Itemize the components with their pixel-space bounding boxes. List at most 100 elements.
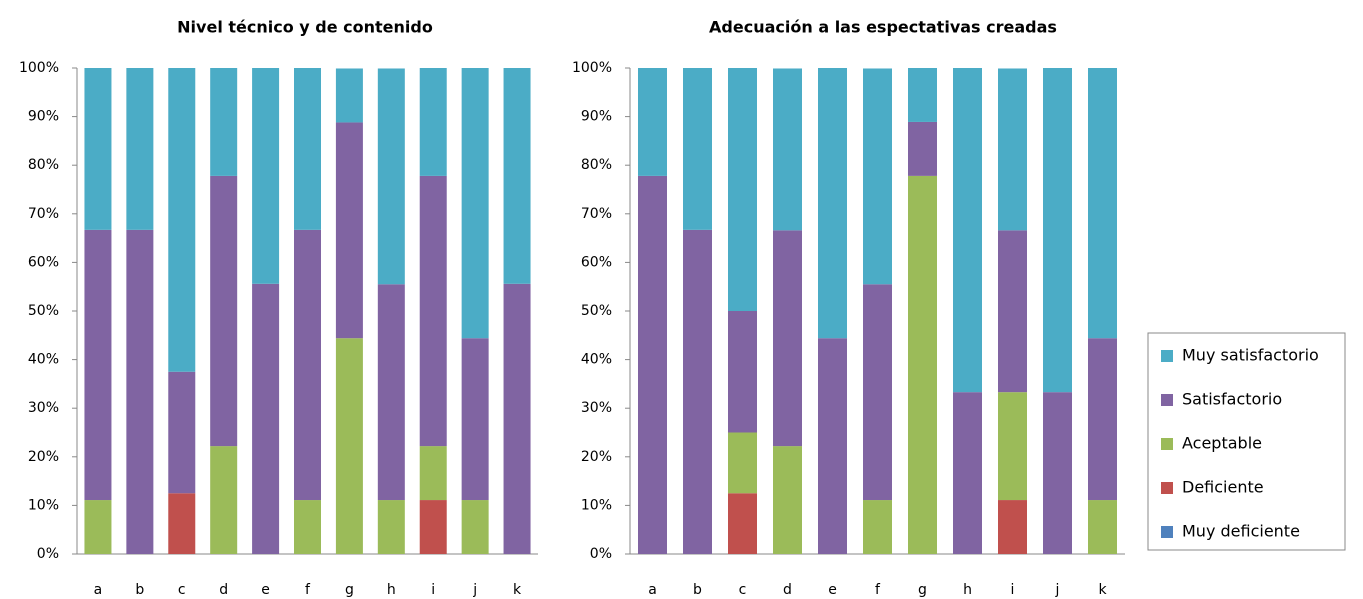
x-tick-label: g <box>918 582 927 598</box>
bar-segment <box>210 446 238 554</box>
x-tick-label: a <box>648 582 657 598</box>
x-tick-label: f <box>305 582 311 598</box>
y-tick-label: 80% <box>28 157 59 173</box>
x-tick-label: e <box>261 582 270 598</box>
bar-segment <box>908 68 937 122</box>
bar-segment <box>728 493 757 554</box>
bar-segment <box>953 392 982 554</box>
y-tick-label: 90% <box>581 109 612 125</box>
bar-segment <box>773 230 802 447</box>
x-tick-label: i <box>431 582 435 598</box>
y-tick-label: 40% <box>581 352 612 368</box>
y-tick-label: 30% <box>581 400 612 416</box>
bar-segment <box>998 230 1027 393</box>
x-tick-label: k <box>513 582 522 598</box>
legend-swatch <box>1161 394 1173 406</box>
bar-segment <box>818 68 847 339</box>
y-tick-label: 90% <box>28 109 59 125</box>
bar-segment <box>728 311 757 433</box>
y-tick-label: 20% <box>581 449 612 465</box>
bar-segment <box>335 68 363 123</box>
bar-segment <box>377 284 405 501</box>
bar-segment <box>863 284 892 501</box>
legend-swatch <box>1161 482 1173 494</box>
bar-segment <box>419 68 447 176</box>
x-tick-label: d <box>219 582 228 598</box>
bar-segment <box>84 500 112 554</box>
bar-segment <box>728 68 757 311</box>
bar-segment <box>168 68 196 372</box>
bar-segment <box>863 500 892 554</box>
x-tick-label: b <box>693 582 702 598</box>
bar-segment <box>294 229 321 501</box>
bar-segment <box>1088 68 1117 339</box>
bar-segment <box>953 68 982 393</box>
bar-segment <box>210 175 238 447</box>
legend-box <box>1147 332 1346 551</box>
x-tick-label: h <box>387 582 396 598</box>
bar-segment <box>126 229 154 554</box>
bar-segment <box>210 68 238 176</box>
legend-label: Muy deficiente <box>1182 522 1300 541</box>
bar-segment <box>419 446 447 501</box>
y-tick-label: 100% <box>572 60 612 76</box>
y-tick-label: 70% <box>581 206 612 222</box>
x-tick-label: b <box>135 582 144 598</box>
bar-segment <box>461 68 489 339</box>
bar-segment <box>1088 500 1117 554</box>
y-tick-label: 10% <box>581 497 612 513</box>
bar-segment <box>773 68 802 231</box>
bar-segment <box>419 500 447 554</box>
legend-swatch <box>1161 438 1173 450</box>
bar-segment <box>773 446 802 554</box>
bar-segment <box>998 500 1027 554</box>
x-tick-label: j <box>1055 582 1060 598</box>
bar-segment <box>84 229 112 501</box>
y-tick-label: 0% <box>590 546 612 562</box>
bar-segment <box>461 338 489 501</box>
legend-label: Muy satisfactorio <box>1182 346 1319 365</box>
bar-segment <box>638 175 667 554</box>
chart-title: Nivel técnico y de contenido <box>177 18 433 37</box>
bar-segment <box>998 68 1027 231</box>
y-tick-label: 50% <box>28 303 59 319</box>
x-tick-label: d <box>783 582 792 598</box>
legend-swatch <box>1161 526 1173 538</box>
x-tick-label: f <box>875 582 881 598</box>
bar-segment <box>335 338 363 554</box>
y-tick-label: 40% <box>28 352 59 368</box>
bar-segment <box>461 500 489 554</box>
bar-segment <box>908 121 937 176</box>
bar-segment <box>168 493 196 554</box>
legend-swatch <box>1161 350 1173 362</box>
x-tick-label: g <box>345 582 354 598</box>
x-tick-label: h <box>963 582 972 598</box>
x-tick-label: a <box>94 582 103 598</box>
legend-label: Deficiente <box>1182 478 1264 497</box>
bar-segment <box>335 122 363 339</box>
y-tick-label: 80% <box>581 157 612 173</box>
y-tick-label: 50% <box>581 303 612 319</box>
bar-segment <box>1043 392 1072 554</box>
legend-label: Satisfactorio <box>1182 390 1282 409</box>
bar-segment <box>863 68 892 285</box>
y-tick-label: 60% <box>28 254 59 270</box>
bar-segment <box>252 68 280 284</box>
y-tick-label: 0% <box>37 546 59 562</box>
y-tick-label: 70% <box>28 206 59 222</box>
y-tick-label: 60% <box>581 254 612 270</box>
x-tick-label: i <box>1011 582 1015 598</box>
bar-segment <box>377 68 405 285</box>
bar-segment <box>126 68 154 230</box>
bar-segment <box>168 371 196 494</box>
legend-label: Aceptable <box>1182 434 1262 453</box>
bar-segment <box>638 68 667 176</box>
bar-segment <box>998 392 1027 501</box>
bar-segment <box>294 500 321 554</box>
bar-segment <box>908 175 937 554</box>
chart-title: Adecuación a las espectativas creadas <box>709 18 1057 37</box>
bar-segment <box>728 432 757 494</box>
bar-segment <box>818 338 847 554</box>
x-tick-label: c <box>178 582 186 598</box>
